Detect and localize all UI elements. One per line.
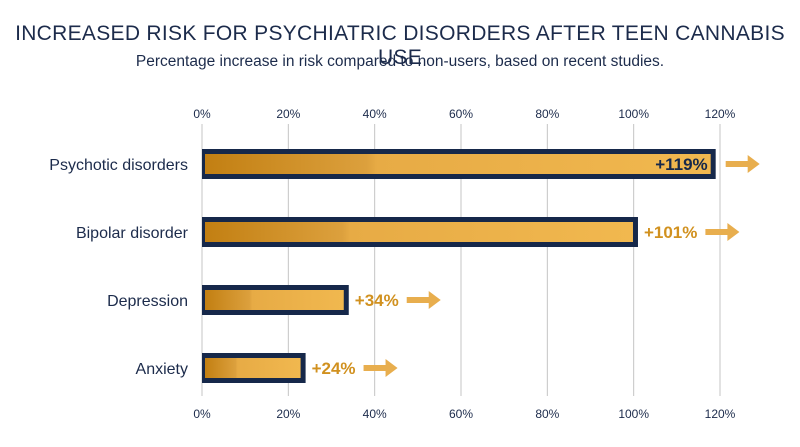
bar: [205, 222, 633, 242]
bar: [205, 358, 301, 378]
category-labels: Psychotic disorders Bipolar disorder Depre…: [49, 157, 188, 378]
bottom-axis-ticks: 0% 20% 40% 60% 80% 100% 120%: [193, 407, 735, 421]
arrow-icons: [363, 155, 760, 377]
bottom-tick-label: 20%: [276, 407, 300, 421]
arrow-right-icon: [406, 291, 441, 309]
bar: [205, 154, 711, 174]
data-label: +101%: [644, 223, 697, 242]
top-tick-label: 80%: [535, 107, 559, 121]
category-label: Depression: [107, 293, 188, 310]
data-label: +34%: [355, 291, 399, 310]
category-label: Bipolar disorder: [76, 225, 189, 242]
top-tick-label: 0%: [193, 107, 211, 121]
data-label: +24%: [312, 359, 356, 378]
top-tick-label: 20%: [276, 107, 300, 121]
arrow-right-icon: [363, 359, 398, 377]
chart-title: INCREASED RISK FOR PSYCHIATRIC DISORDERS…: [15, 22, 785, 69]
bars: [202, 149, 716, 383]
bottom-tick-label: 100%: [618, 407, 649, 421]
chart-subtitle: Percentage increase in risk compared to …: [135, 53, 665, 70]
bottom-tick-label: 120%: [705, 407, 736, 421]
top-tick-label: 120%: [705, 107, 736, 121]
bar: [205, 290, 344, 310]
bottom-tick-label: 40%: [363, 407, 387, 421]
bottom-tick-label: 80%: [535, 407, 559, 421]
top-axis-ticks: 0% 20% 40% 60% 80% 100% 120%: [193, 107, 735, 121]
arrow-right-icon: [725, 155, 760, 173]
arrow-right-icon: [705, 223, 740, 241]
data-labels: +119% +101% +34% +24%: [312, 155, 708, 378]
bottom-tick-label: 60%: [449, 407, 473, 421]
top-tick-label: 100%: [618, 107, 649, 121]
top-tick-label: 60%: [449, 107, 473, 121]
category-label: Anxiety: [136, 361, 188, 378]
top-tick-label: 40%: [363, 107, 387, 121]
bottom-tick-label: 0%: [193, 407, 211, 421]
category-label: Psychotic disorders: [49, 157, 188, 174]
data-label: +119%: [655, 155, 707, 174]
